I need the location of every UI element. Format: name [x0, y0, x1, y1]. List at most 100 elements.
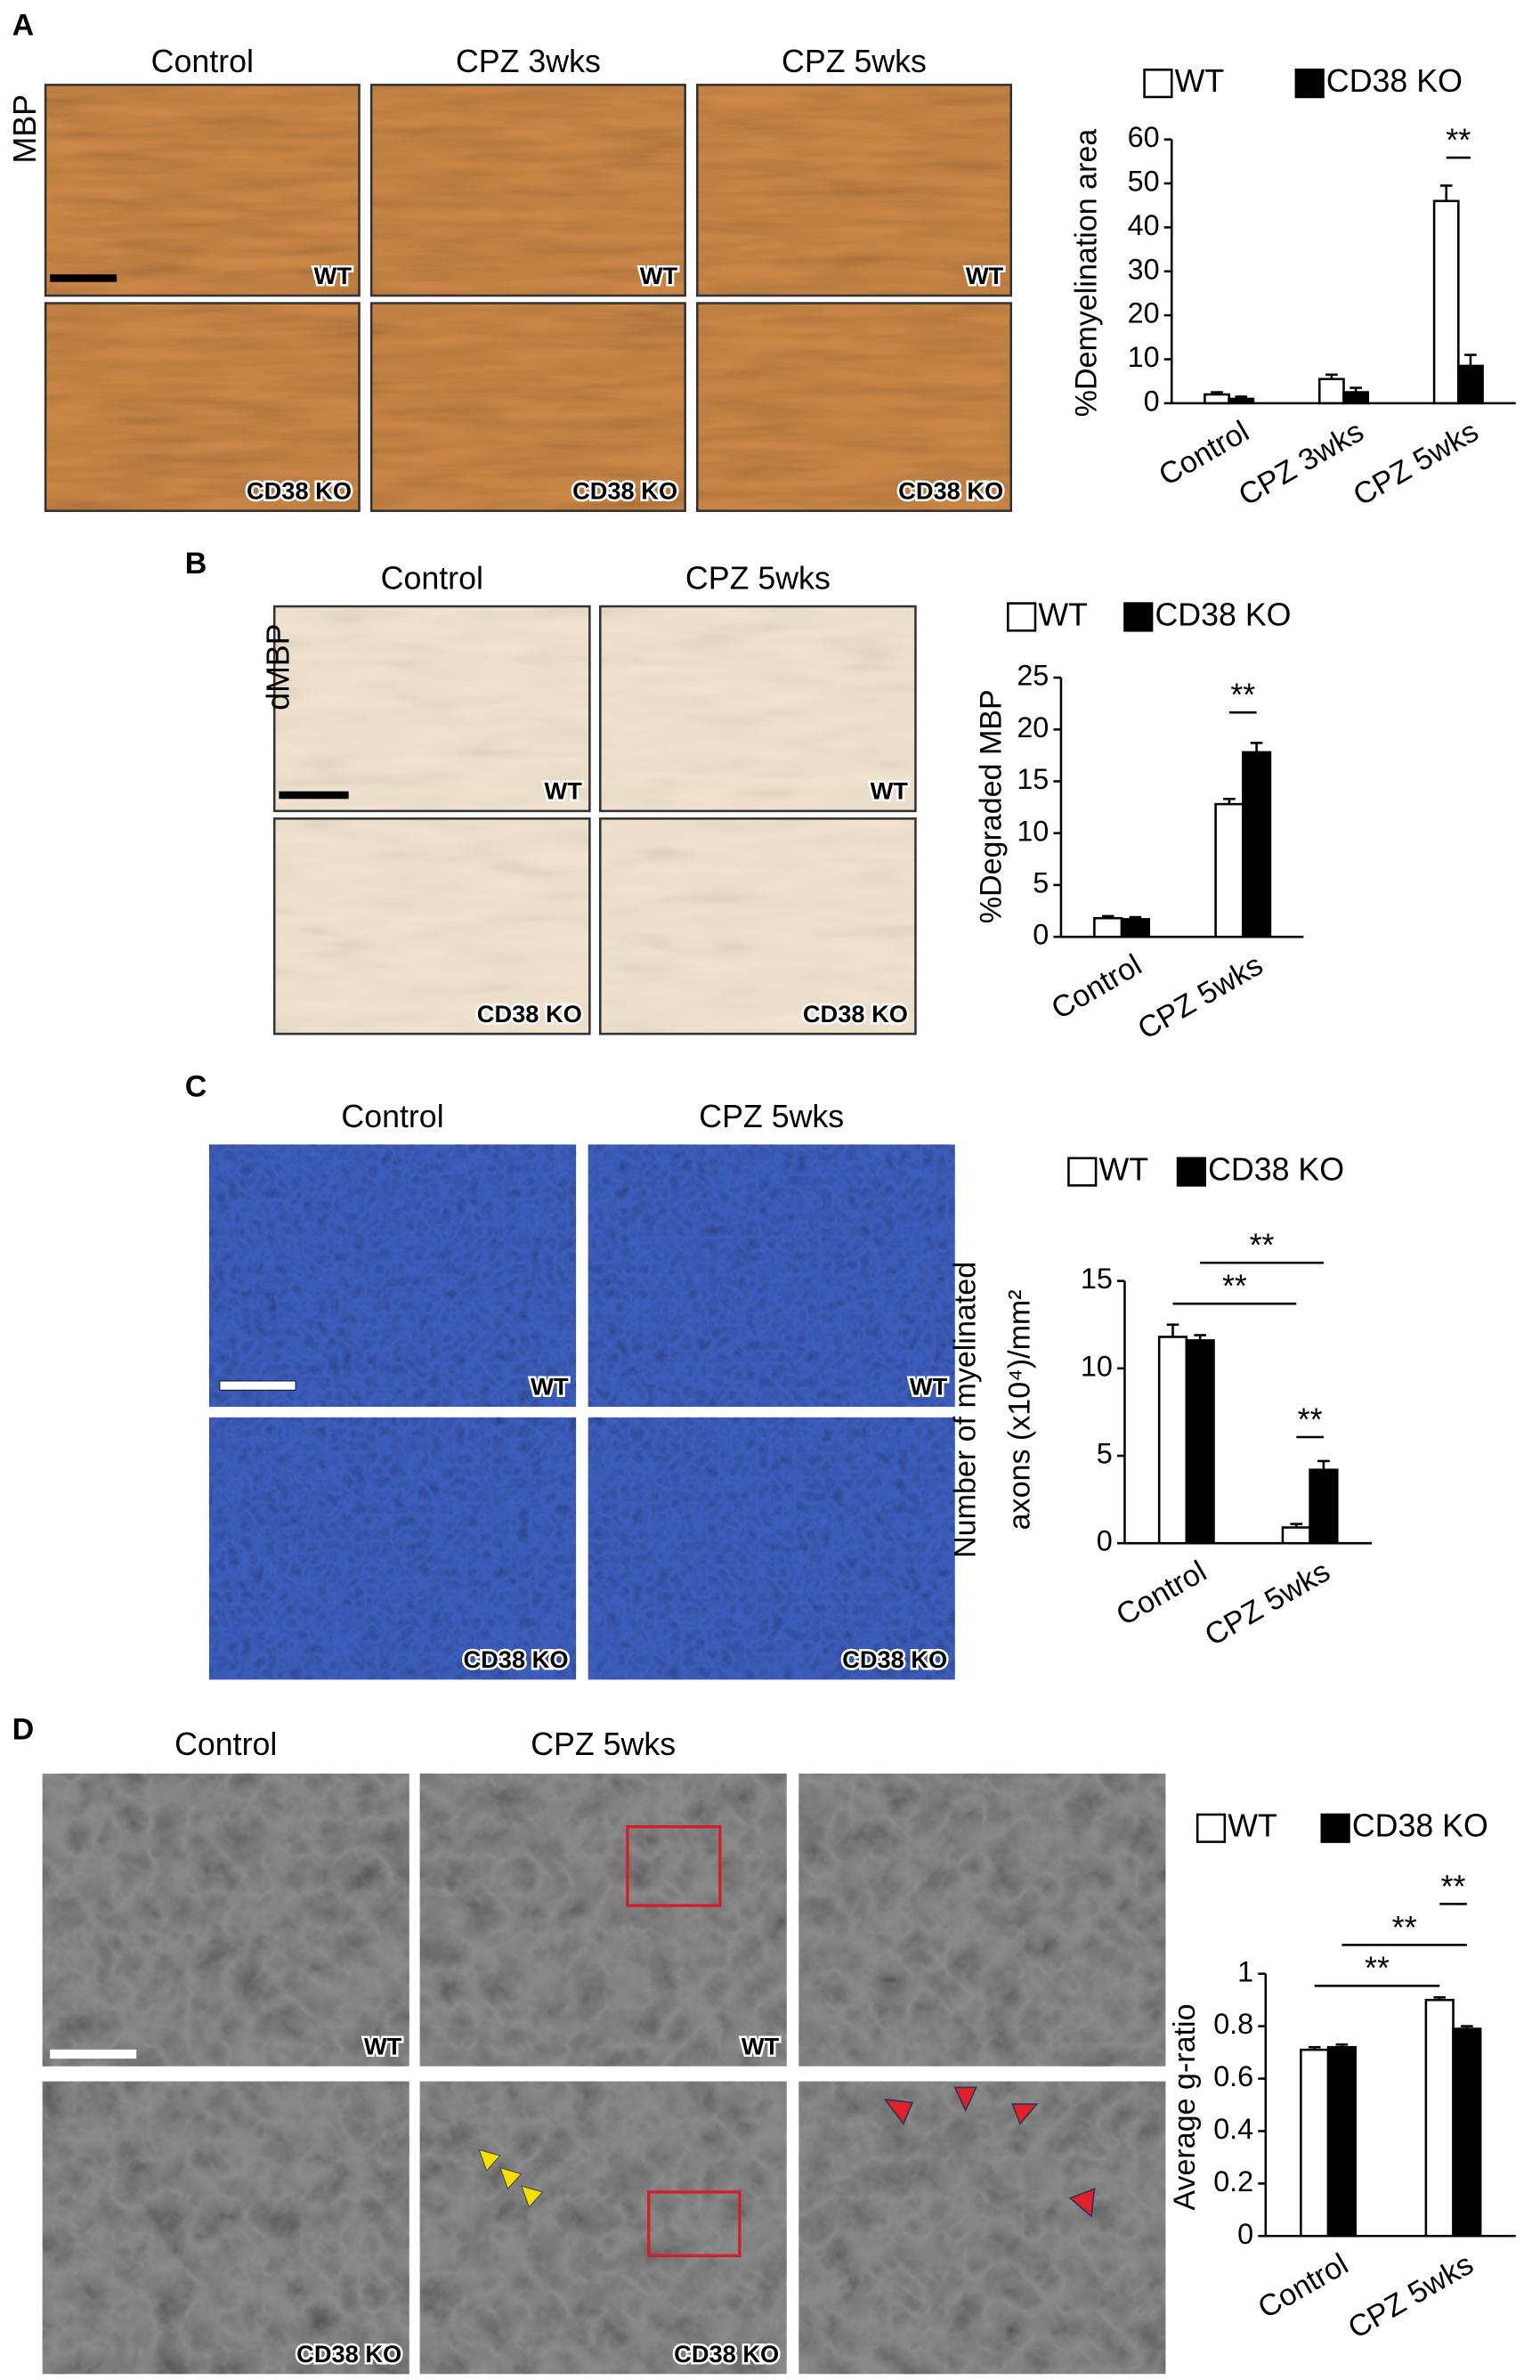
- y-tick-label: 30: [1128, 253, 1160, 285]
- image-label: WT: [871, 777, 909, 805]
- arrowheads: [477, 2148, 544, 2209]
- y-tick-label: 15: [1081, 1263, 1113, 1295]
- legend-label: WT: [1228, 1808, 1277, 1844]
- micrograph-texture: [274, 818, 590, 1035]
- micrograph-frame: [695, 302, 1013, 513]
- y-tick-label: 5: [1033, 866, 1049, 898]
- panel-letter: A: [12, 9, 35, 43]
- micrograph-texture: [697, 303, 1011, 511]
- x-tick-label: CPZ 5wks: [1132, 948, 1268, 1046]
- scale-bar: [279, 791, 349, 800]
- image-label: CD38 KO: [803, 1000, 908, 1028]
- column-header: CPZ 5wks: [699, 1099, 844, 1134]
- micrograph-frame: [599, 817, 917, 1036]
- legend-swatch: [1320, 1813, 1350, 1843]
- micrograph-texture: [419, 1773, 787, 2067]
- micrograph-texture: [274, 606, 590, 811]
- image-label: CD38 KO: [477, 1000, 582, 1028]
- y-axis-label: Average g-ratio: [1168, 2003, 1202, 2210]
- image-label: WT: [910, 1373, 948, 1401]
- y-tick-label: 60: [1128, 121, 1160, 153]
- image-label: CD38 KO: [674, 2340, 779, 2368]
- panel-letter: D: [12, 1712, 35, 1746]
- micrograph-texture: [419, 2081, 787, 2375]
- micrograph-frame: [272, 605, 591, 813]
- x-tick-label: Control: [1252, 2247, 1354, 2326]
- bar: [1214, 802, 1244, 938]
- significance-label: **: [1250, 1228, 1275, 1263]
- stain-label: MBP: [7, 94, 43, 163]
- image-label: WT: [545, 777, 583, 805]
- bar: [1452, 2027, 1482, 2238]
- y-tick-label: 25: [1017, 660, 1049, 692]
- x-tick-label: CPZ 3wks: [1233, 414, 1369, 512]
- y-tick-label: 40: [1128, 209, 1160, 241]
- micrograph-frame: [44, 84, 361, 297]
- column-header: Control: [341, 1099, 443, 1134]
- stain-label: dMBP: [260, 623, 296, 710]
- micrograph-texture: [600, 818, 916, 1035]
- y-tick-label: 0: [1144, 385, 1160, 417]
- y-tick-label: 1: [1237, 1955, 1253, 1987]
- zoom-box: [626, 1824, 722, 1907]
- image-label: CD38 KO: [572, 477, 677, 505]
- arrowheads: [883, 2086, 1096, 2218]
- micrograph-texture: [42, 1773, 409, 2067]
- image-label: CD38 KO: [247, 477, 352, 505]
- micrograph-texture: [798, 2081, 1166, 2375]
- y-tick-label: 10: [1128, 341, 1160, 373]
- column-header: Control: [174, 1726, 277, 1762]
- y-axis-label: axons (x10⁴)/mm²: [1003, 1289, 1037, 1530]
- y-tick-label: 0.2: [1213, 2165, 1253, 2197]
- micrograph-texture: [588, 1144, 955, 1407]
- x-tick-label: CPZ 5wks: [1348, 414, 1484, 512]
- panel-letter: C: [185, 1069, 207, 1103]
- legend-label: WT: [1175, 63, 1225, 99]
- micrograph-texture: [371, 303, 685, 511]
- bar: [1093, 916, 1123, 938]
- legend-label: CD38 KO: [1155, 597, 1292, 632]
- scale-bar: [50, 2049, 137, 2059]
- legend-label: WT: [1098, 1152, 1148, 1188]
- scale-bar: [50, 274, 118, 282]
- bar: [1432, 199, 1460, 405]
- micrograph-frame: [369, 302, 686, 513]
- bar: [1241, 751, 1272, 938]
- scale-bar: [219, 1380, 296, 1391]
- significance-label: **: [1365, 1951, 1390, 1986]
- x-tick-label: Control: [1046, 948, 1147, 1027]
- bar: [1228, 397, 1255, 405]
- micrograph-texture: [42, 2081, 409, 2375]
- micrograph-texture: [208, 1144, 577, 1407]
- y-tick-label: 0.8: [1213, 2008, 1253, 2040]
- y-tick-label: 0: [1097, 1525, 1113, 1557]
- zoom-box: [647, 2190, 742, 2258]
- bar: [1424, 1998, 1455, 2238]
- x-tick-label: CPZ 5wks: [1199, 1555, 1335, 1653]
- bar: [1185, 1339, 1215, 1545]
- image-label: WT: [531, 1373, 569, 1401]
- micrograph-texture: [697, 85, 1011, 296]
- significance-label: **: [1230, 678, 1255, 713]
- micrographs: [42, 84, 1166, 2375]
- legend-swatch: [1294, 69, 1325, 99]
- micrograph-texture: [45, 303, 360, 511]
- y-tick-label: 5: [1097, 1438, 1113, 1470]
- legend-label: CD38 KO: [1208, 1152, 1344, 1188]
- x-tick-label: Control: [1111, 1555, 1212, 1633]
- micrograph-texture: [588, 1417, 955, 1680]
- legend-swatch: [1007, 602, 1037, 632]
- bar: [1300, 2048, 1330, 2238]
- y-tick-label: 20: [1128, 297, 1160, 329]
- legend-swatch: [1123, 602, 1154, 632]
- panel-letter: B: [185, 547, 207, 581]
- micrograph-frame: [44, 302, 361, 513]
- y-tick-label: 15: [1017, 763, 1049, 795]
- significance-label: **: [1298, 1401, 1323, 1437]
- image-label: CD38 KO: [842, 1645, 947, 1673]
- bar: [1457, 364, 1484, 405]
- image-label: WT: [314, 262, 353, 289]
- image-label: WT: [640, 262, 678, 289]
- image-label: CD38 KO: [296, 2340, 401, 2368]
